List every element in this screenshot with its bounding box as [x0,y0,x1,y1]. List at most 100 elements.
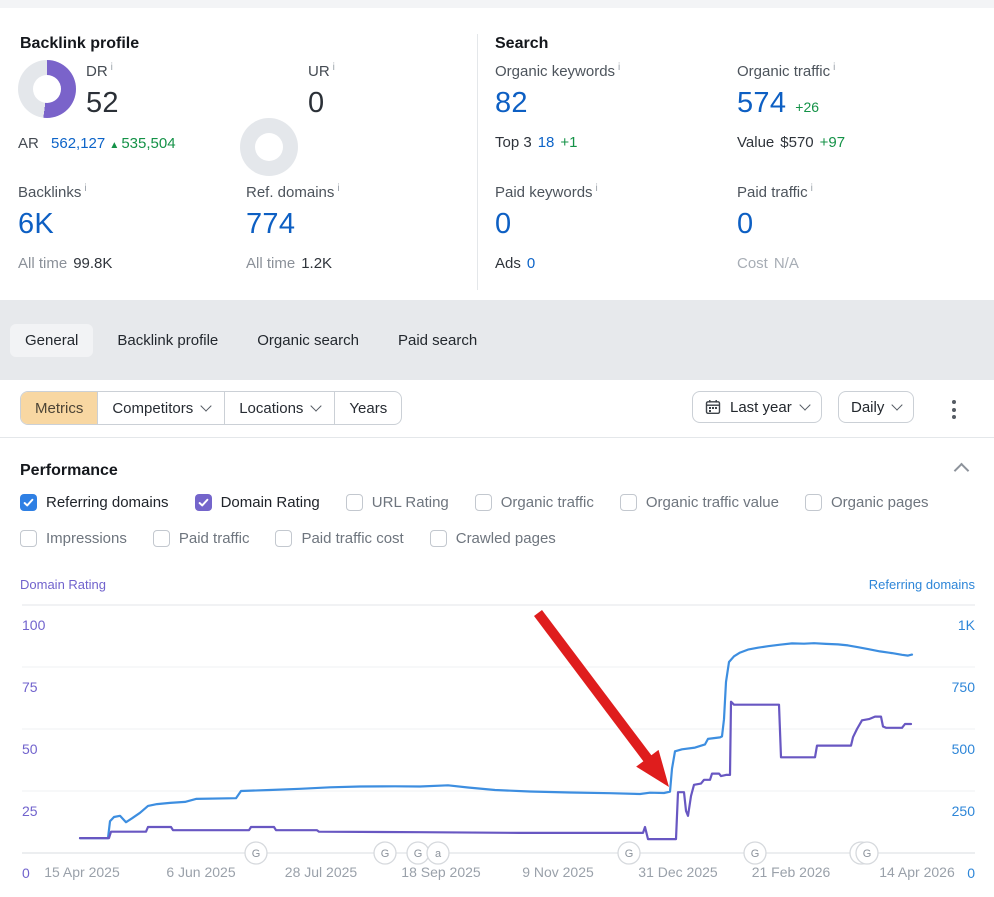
x-axis-tick: 14 Apr 2026 [879,864,955,880]
toolbar-divider [0,437,994,438]
backlinks-value[interactable]: 6K [18,208,55,240]
top3-label: Top 3 [495,134,532,151]
tab-paid-search[interactable]: Paid search [397,331,478,349]
left-axis-tick: 0 [22,865,30,881]
checkbox-organic-traffic-value[interactable]: Organic traffic value [619,494,779,511]
right-axis-tick: 500 [952,741,976,757]
performance-title: Performance [20,462,118,480]
paid-keywords-label: Paid keywords [495,184,593,201]
segment-competitors[interactable]: Competitors [98,392,226,424]
x-axis-tick: 21 Feb 2026 [752,864,831,880]
info-icon[interactable]: i [84,183,87,194]
organic-traffic-stat: Organic traffic i 574 +26 Value $570 +97 [737,62,851,151]
checkbox-impressions[interactable]: Impressions [20,530,127,547]
checkbox-label: Organic pages [830,494,929,511]
event-marker-icon [617,841,641,865]
value-amount: $570 [780,134,814,151]
x-axis-tick: 28 Jul 2025 [285,864,358,880]
checkbox-url-rating[interactable]: URL Rating [345,494,449,511]
paid-keywords-value[interactable]: 0 [495,208,512,240]
panel-divider [477,34,478,290]
unchecked-checkbox-icon [619,494,637,511]
info-icon[interactable]: i [110,62,113,73]
metrics-segmented-control: Metrics Competitors Locations Years [20,391,403,425]
event-marker-letter: G [863,848,872,860]
info-icon[interactable]: i [833,62,836,73]
checkbox-referring-domains[interactable]: Referring domains [20,494,169,511]
segment-years[interactable]: Years [335,392,401,424]
alltime-label: All time [246,255,296,272]
segment-locations[interactable]: Locations [225,392,336,424]
ur-label: UR [308,63,330,80]
unchecked-checkbox-icon [20,530,37,547]
collapse-section-button[interactable] [948,458,974,478]
ads-value[interactable]: 0 [526,255,536,272]
metric-checkbox-row-1: Referring domains Domain Rating URL Rating… [20,494,929,511]
annotation-arrow-head [636,749,669,787]
left-axis-tick: 25 [22,803,38,819]
checkbox-label: Referring domains [46,494,169,511]
checkbox-paid-traffic-cost[interactable]: Paid traffic cost [275,530,404,547]
unchecked-checkbox-icon [275,530,293,547]
paid-traffic-value[interactable]: 0 [737,208,754,240]
event-marker-icon [855,841,879,865]
organic-traffic-delta: +26 [795,99,820,115]
x-axis-tick: 31 Dec 2025 [638,864,718,880]
checkbox-domain-rating[interactable]: Domain Rating [194,494,320,511]
dr-value: 52 [86,87,119,119]
info-icon[interactable]: i [595,183,598,194]
segment-label: Locations [239,399,304,417]
domain-rating-line [78,700,913,841]
search-title: Search [495,35,549,53]
info-icon[interactable]: i [337,183,340,194]
ur-value: 0 [308,87,325,119]
ref-domains-stat: Ref. domains i 774 All time 1.2K [246,183,340,272]
info-icon[interactable]: i [810,183,813,194]
x-axis-tick: 18 Sep 2025 [401,864,481,880]
unchecked-checkbox-icon [474,494,492,511]
checkbox-organic-traffic[interactable]: Organic traffic [474,494,594,511]
tab-organic-search[interactable]: Organic search [257,331,359,349]
organic-keywords-label: Organic keywords [495,63,616,80]
ar-value[interactable]: 562,127 [51,135,106,152]
paid-keywords-stat: Paid keywords i 0 Ads 0 [495,183,598,272]
right-axis-title: Referring domains [868,577,975,592]
granularity-button[interactable]: Daily [838,391,915,423]
tab-backlink-profile[interactable]: Backlink profile [117,331,219,349]
checkbox-organic-pages[interactable]: Organic pages [804,494,929,511]
event-marker-letter: a [435,848,442,860]
checked-checkbox-icon [194,494,212,511]
checkbox-label: Impressions [46,530,127,547]
annotation-arrow-shaft [534,609,655,767]
event-marker-letter: G [381,848,390,860]
organic-keywords-value[interactable]: 82 [495,87,528,119]
triangle-up-icon: ▲ [109,140,120,151]
alltime-label: All time [18,255,68,272]
chevron-up-icon [953,462,969,478]
info-icon[interactable]: i [332,62,335,73]
event-marker-icon [373,841,397,865]
segment-label: Metrics [35,399,84,417]
tab-general[interactable]: General [10,323,94,357]
checkbox-label: Crawled pages [455,530,556,547]
page-top-strip [0,0,994,8]
info-icon[interactable]: i [618,62,621,73]
left-axis-title: Domain Rating [20,577,106,592]
checkbox-crawled-pages[interactable]: Crawled pages [429,530,556,547]
segment-metrics[interactable]: Metrics [21,392,99,424]
ref-domains-value[interactable]: 774 [246,208,296,240]
unchecked-checkbox-icon [345,494,363,511]
x-axis-tick: 6 Jun 2025 [166,864,235,880]
organic-traffic-label: Organic traffic [737,63,831,80]
organic-traffic-value[interactable]: 574 +26 [737,87,820,119]
tab-bar: General Backlink profile Organic search Pai… [0,300,994,380]
left-axis-tick: 50 [22,741,38,757]
backlinks-label: Backlinks [18,184,82,201]
date-range-button[interactable]: Last year [692,391,822,423]
value-label: Value [737,134,775,151]
checkbox-paid-traffic[interactable]: Paid traffic [152,530,249,547]
x-axis-tick: 15 Apr 2025 [44,864,120,880]
top3-value[interactable]: 18 [537,134,555,151]
more-options-kebab-icon[interactable] [946,396,962,423]
